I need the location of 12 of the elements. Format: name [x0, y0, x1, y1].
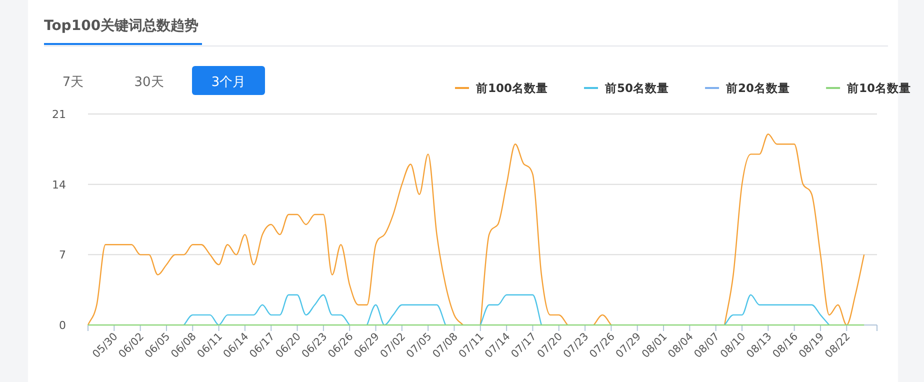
y-tick-label: 14: [52, 178, 66, 192]
legend-label: 前100名数量: [475, 81, 548, 95]
text: 3个月: [211, 75, 246, 90]
legend-label: 前10名数量: [846, 81, 912, 95]
chart-title: Top100关键词总数趋势: [44, 17, 199, 34]
text: 7天: [62, 75, 84, 90]
y-tick-label: 7: [59, 248, 66, 262]
y-tick-label: 21: [52, 108, 66, 121]
text: 30天: [134, 75, 164, 90]
legend-label: 前20名数量: [725, 81, 790, 95]
y-tick-label: 0: [59, 319, 66, 332]
legend-label: 前50名数量: [604, 81, 670, 95]
